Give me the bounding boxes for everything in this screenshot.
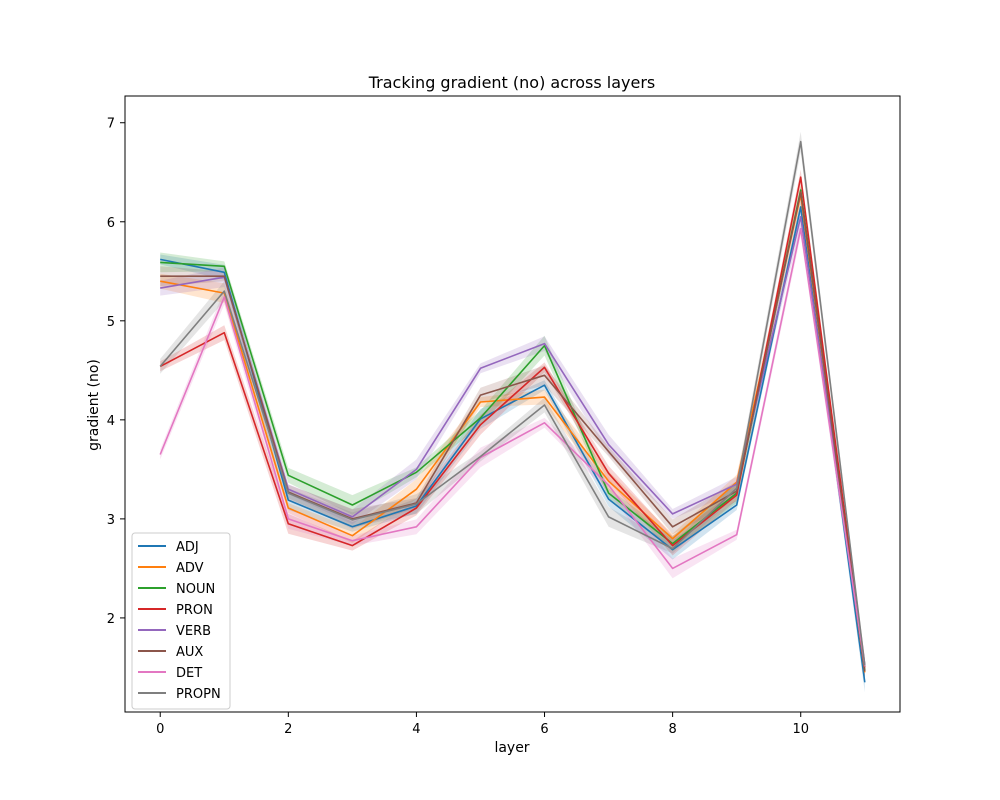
legend: ADJ ADV NOUN PRON VERB AUX DET PROPN [131, 532, 231, 710]
confidence-band-propn [160, 131, 865, 671]
x-tick-label: 4 [412, 722, 420, 737]
plot-area [159, 131, 866, 693]
series-line-aux [160, 191, 866, 672]
series-line-det [159, 227, 866, 667]
y-axis-label: gradient (no) [86, 359, 102, 451]
series-line-adj [160, 206, 866, 683]
x-tick-label: 6 [540, 722, 548, 737]
chart-title: Tracking gradient (no) across layers [368, 73, 656, 92]
legend-label-aux: AUX [176, 645, 203, 660]
legend-label-adv: ADV [176, 561, 204, 576]
y-tick-label: 2 [107, 612, 115, 627]
legend-label-pron: PRON [176, 603, 213, 618]
x-tick-label: 8 [668, 722, 676, 737]
legend-label-adj: ADJ [176, 540, 199, 555]
legend-label-det: DET [176, 666, 202, 681]
legend-label-verb: VERB [176, 624, 211, 639]
y-tick-label: 4 [107, 414, 115, 429]
y-tick-label: 3 [107, 513, 115, 528]
x-tick-label: 10 [792, 722, 809, 737]
legend-box [131, 532, 231, 710]
y-tick-label: 6 [107, 216, 115, 231]
legend-label-noun: NOUN [176, 582, 215, 597]
x-tick-label: 2 [284, 722, 292, 737]
legend-label-propn: PROPN [176, 687, 221, 702]
x-tick-label: 0 [156, 722, 164, 737]
plot-frame [124, 95, 901, 713]
series-line-propn [159, 140, 866, 666]
x-axis-label: layer [494, 740, 529, 756]
y-tick-label: 7 [107, 117, 115, 132]
y-tick-label: 5 [107, 315, 115, 330]
axes: 0 2 4 6 8 10 2 3 4 5 6 7 [107, 95, 901, 737]
confidence-band-det [160, 221, 865, 677]
